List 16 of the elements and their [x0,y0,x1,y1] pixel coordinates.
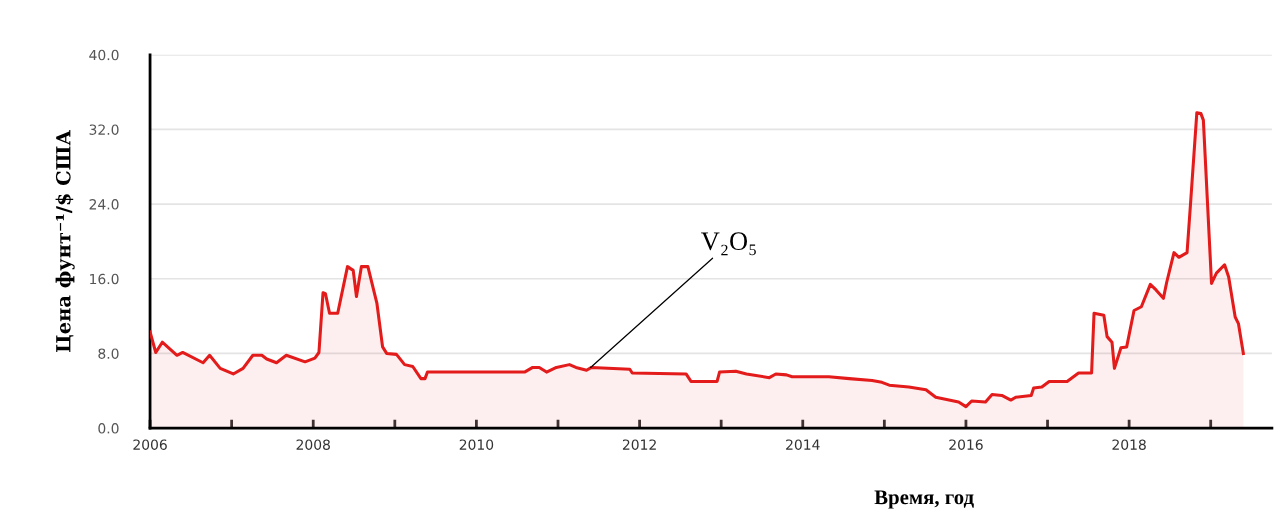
x-tick-label: 2018 [1112,439,1146,450]
y-axis-title: Цена фунт⁻¹/$ США [55,130,75,353]
x-tick-label: 2008 [296,439,330,450]
x-tick-label: 2010 [459,439,494,450]
x-tick-label: 2006 [133,439,167,450]
y-tick-label: 40.0 [89,49,119,61]
x-axis-title: Время, год [874,490,974,509]
y-tick-label: 24.0 [89,199,119,210]
annotation: V₂O₅ [701,232,756,256]
y-tick-label: 0.0 [98,423,119,434]
y-tick-label: 8.0 [98,348,119,359]
y-tick-label: 32.0 [89,124,119,135]
x-tick-label: 2012 [622,439,656,450]
y-tick-label: 16.0 [90,273,119,285]
x-tick-label: 2016 [949,439,983,450]
x-tick-label: 2014 [786,439,820,450]
